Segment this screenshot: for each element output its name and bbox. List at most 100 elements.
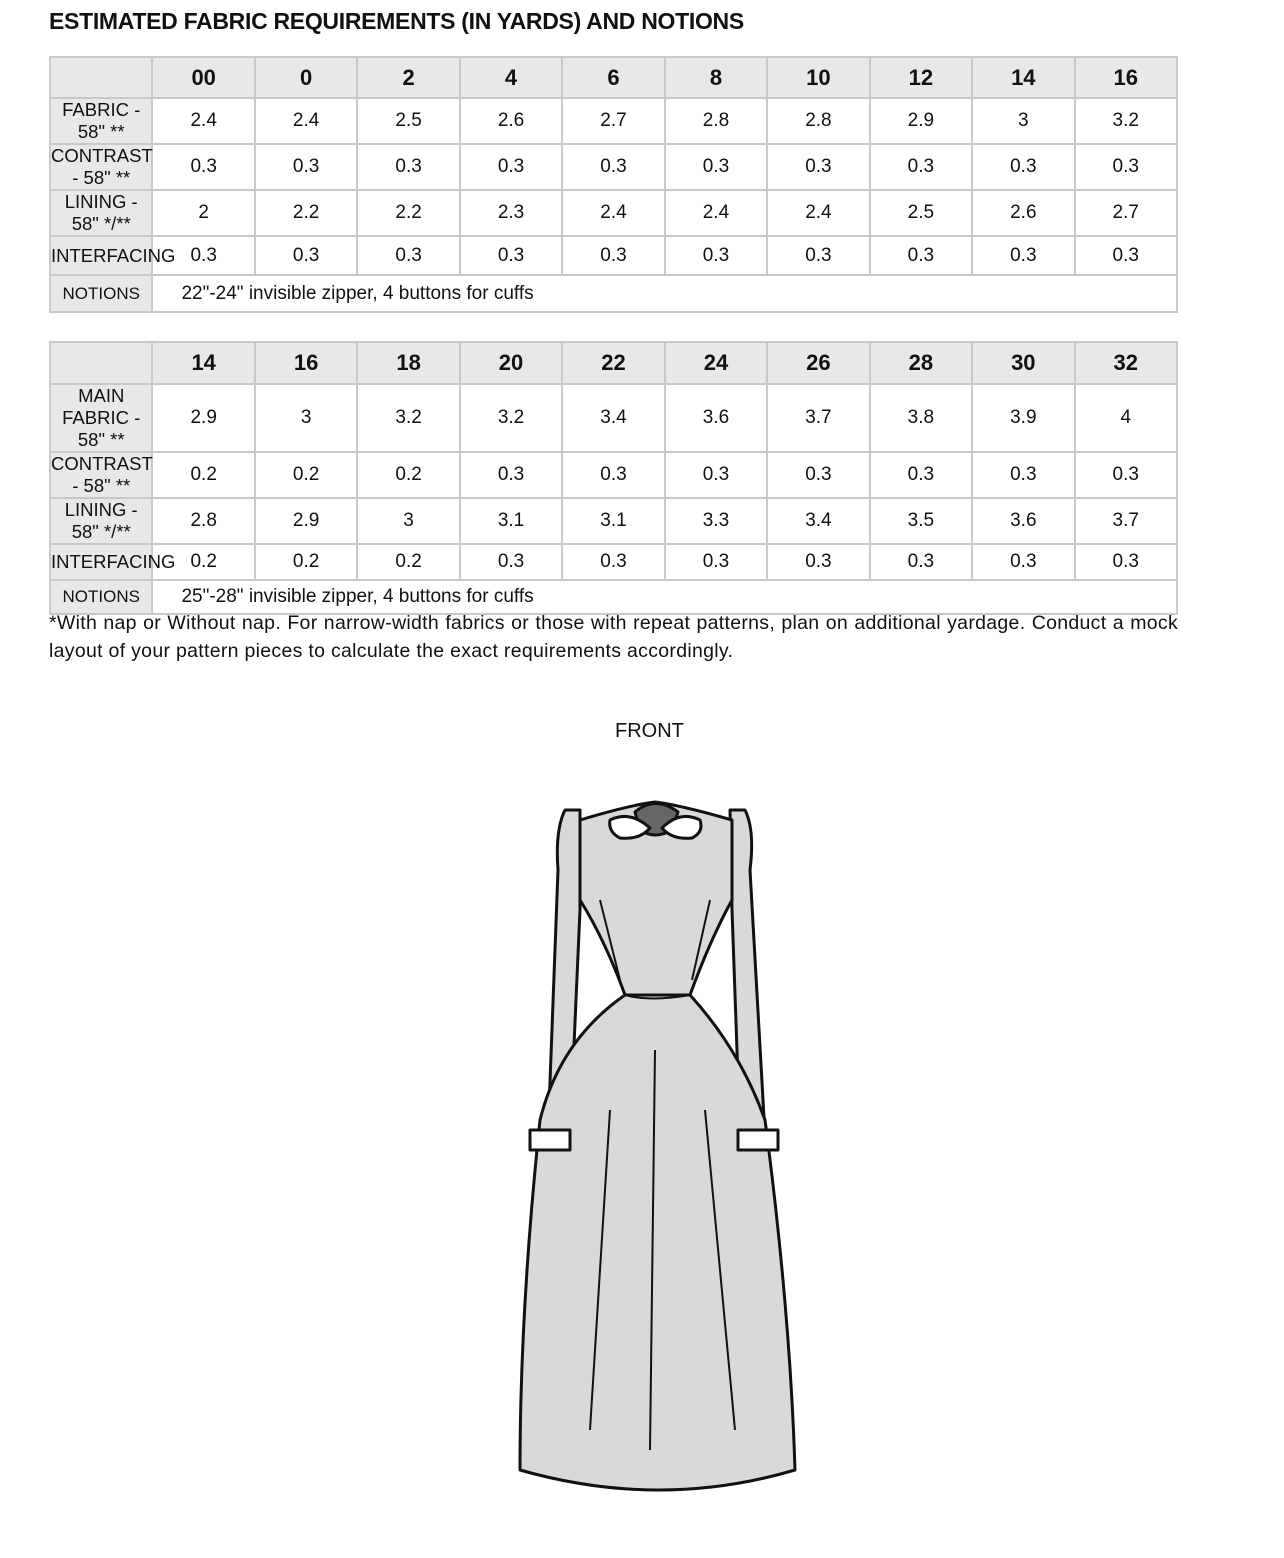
yardage-cell: 3.7 (766, 383, 871, 453)
yardage-cell: 0.3 (561, 235, 666, 276)
yardage-cell: 0.3 (1073, 235, 1179, 276)
row-label: MAIN FABRIC - 58" ** (48, 383, 154, 453)
yardage-cell: 2.9 (868, 97, 974, 145)
size-header: 00 (151, 56, 256, 99)
right-cuff (736, 1128, 780, 1152)
row-label: LINING - 58" */** (48, 189, 154, 237)
yardage-cell: 2.4 (151, 97, 256, 145)
yardage-cell: 0.3 (1073, 451, 1179, 499)
yardage-cell: 2.5 (356, 97, 461, 145)
yardage-cell: 0.3 (151, 235, 256, 276)
yardage-cell: 0.3 (253, 143, 359, 191)
size-header-row: 14 16 18 20 22 24 26 28 30 32 (48, 341, 1179, 385)
row-label: INTERFACING (48, 235, 175, 276)
size-header: 24 (663, 341, 769, 385)
notions-text: 22"-24" invisible zipper, 4 buttons for … (151, 274, 1178, 313)
yardage-cell: 2.6 (458, 97, 564, 145)
yardage-cell: 3.4 (561, 383, 666, 453)
yardage-cell: 0.3 (458, 235, 564, 276)
yardage-cell: 0.3 (971, 143, 1076, 191)
yardage-cell: 2.5 (868, 189, 974, 237)
page-title: ESTIMATED FABRIC REQUIREMENTS (IN YARDS)… (49, 8, 744, 34)
bodice (578, 800, 734, 997)
yardage-cell: 0.3 (868, 143, 974, 191)
yardage-cell: 0.3 (151, 143, 256, 191)
size-header: 2 (356, 56, 461, 99)
yardage-cell: 0.3 (458, 543, 564, 581)
table-row: MAIN FABRIC - 58" ** 2.9 3 3.2 3.2 3.4 3.6 3.7 3… (48, 383, 1179, 453)
yardage-cell: 3 (971, 97, 1076, 145)
yardage-cell: 3.2 (458, 383, 564, 453)
yardage-cell: 0.3 (458, 143, 564, 191)
yardage-cell: 0.3 (663, 235, 769, 276)
notions-label: NOTIONS (48, 274, 154, 313)
yardage-cell: 0.3 (356, 235, 461, 276)
yardage-cell: 0.2 (356, 543, 461, 581)
yardage-cell: 0.3 (253, 235, 359, 276)
row-label: CONTRAST - 58" ** (48, 451, 154, 499)
yardage-cell: 3.6 (971, 497, 1076, 545)
yardage-cell: 3.1 (561, 497, 666, 545)
yardage-cell: 0.3 (868, 235, 974, 276)
collar (608, 814, 703, 840)
yardage-cell: 0.3 (766, 235, 871, 276)
yardage-cell: 2.6 (971, 189, 1076, 237)
fabric-table-small-sizes: 00 0 2 4 6 8 10 12 14 16 FABRIC - 58" ** 2.4 2.4 2.5 2… (48, 56, 1179, 313)
size-header: 20 (458, 341, 564, 385)
table-row: INTERFACING 0.2 0.2 0.2 0.3 0.3 0.3 0.3 0.3 0.3 0.… (48, 543, 1179, 581)
yardage-cell: 0.3 (868, 451, 974, 499)
size-header: 0 (253, 56, 359, 99)
yardage-cell: 2.9 (253, 497, 359, 545)
notions-row: NOTIONS 22"-24" invisible zipper, 4 butto… (48, 274, 1178, 313)
yardage-cell: 0.3 (766, 451, 871, 499)
footnote: *With nap or Without nap. For narrow-wid… (49, 612, 1178, 662)
size-header: 16 (1073, 56, 1179, 99)
yardage-cell: 3.3 (663, 497, 769, 545)
yardage-cell: 4 (1073, 383, 1179, 453)
yardage-cell: 0.3 (663, 143, 769, 191)
size-header: 18 (356, 341, 461, 385)
size-header: 30 (971, 341, 1076, 385)
table-row: LINING - 58" */** 2.8 2.9 3 3.1 3.1 3.3 3.4 3.5 3… (48, 497, 1179, 545)
yardage-cell: 0.3 (561, 543, 666, 581)
yardage-cell: 2.8 (663, 97, 769, 145)
size-header: 12 (868, 56, 974, 99)
left-cuff (528, 1128, 572, 1152)
yardage-cell: 2.2 (356, 189, 461, 237)
yardage-cell: 0.3 (356, 143, 461, 191)
size-header: 10 (766, 56, 871, 99)
yardage-cell: 0.3 (971, 543, 1076, 581)
table-row: INTERFACING 0.3 0.3 0.3 0.3 0.3 0.3 0.3 0.3 0.3 0.… (48, 235, 1179, 276)
table-row: FABRIC - 58" ** 2.4 2.4 2.5 2.6 2.7 2.8 2.8 2.9 3… (48, 97, 1179, 145)
yardage-cell: 3.6 (663, 383, 769, 453)
yardage-cell: 3.5 (868, 497, 974, 545)
yardage-cell: 3.8 (868, 383, 974, 453)
dress-illustration (518, 800, 797, 1492)
yardage-cell: 3.9 (971, 383, 1076, 453)
yardage-cell: 0.2 (151, 543, 256, 581)
yardage-cell: 0.3 (663, 451, 769, 499)
size-header-row: 00 0 2 4 6 8 10 12 14 16 (48, 56, 1179, 99)
yardage-cell: 2.8 (151, 497, 256, 545)
yardage-cell: 2.8 (766, 97, 871, 145)
notions-row: NOTIONS 25"-28" invisible zipper, 4 butto… (48, 579, 1178, 615)
yardage-cell: 0.3 (458, 451, 564, 499)
yardage-cell: 3.1 (458, 497, 564, 545)
row-label: LINING - 58" */** (48, 497, 154, 545)
notions-label: NOTIONS (48, 579, 154, 615)
size-header: 14 (151, 341, 256, 385)
yardage-cell: 2.7 (561, 97, 666, 145)
row-label: FABRIC - 58" ** (48, 97, 154, 145)
corner-cell (48, 341, 154, 385)
yardage-cell: 3.2 (1073, 97, 1179, 145)
yardage-cell: 2.3 (458, 189, 564, 237)
table-row: CONTRAST - 58" ** 0.2 0.2 0.2 0.3 0.3 0.3 0.3 0.… (48, 451, 1179, 499)
yardage-cell: 0.3 (663, 543, 769, 581)
notions-text: 25"-28" invisible zipper, 4 buttons for … (151, 579, 1178, 615)
yardage-cell: 0.3 (868, 543, 974, 581)
yardage-cell: 0.3 (1073, 543, 1179, 581)
yardage-cell: 0.3 (971, 235, 1076, 276)
yardage-cell: 3.4 (766, 497, 871, 545)
yardage-cell: 3.7 (1073, 497, 1179, 545)
size-header: 14 (971, 56, 1076, 99)
